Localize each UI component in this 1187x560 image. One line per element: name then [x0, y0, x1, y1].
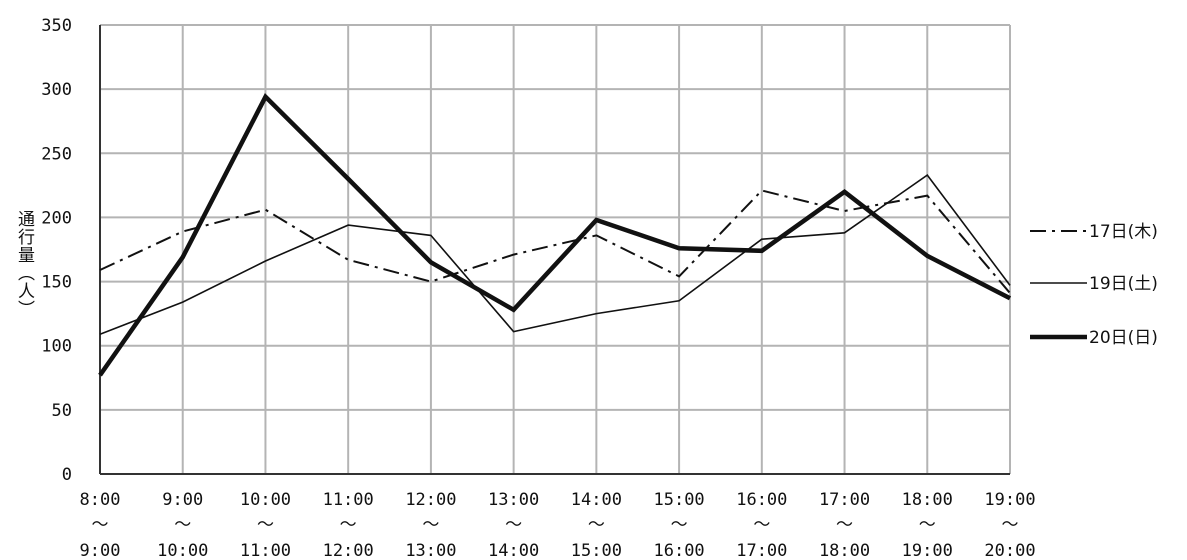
x-tick-label-to: 11:00	[240, 541, 291, 560]
x-tick-range-mark: ～	[588, 515, 605, 535]
x-tick-label-to: 15:00	[571, 541, 622, 560]
y-tick-label: 300	[41, 80, 72, 100]
series-line-1	[99, 189, 1011, 294]
y-tick-label: 150	[41, 273, 72, 293]
y-tick-label: 250	[41, 144, 72, 164]
y-tick-label: 0	[62, 465, 72, 485]
x-tick-label-to: 9:00	[80, 541, 121, 560]
y-tick-label: 50	[52, 401, 72, 421]
x-tick-range-mark: ～	[505, 515, 522, 535]
x-tick-label-to: 17:00	[736, 541, 787, 560]
y-tick-label: 100	[41, 337, 72, 357]
x-tick-label-from: 15:00	[653, 490, 704, 510]
x-tick-label-from: 19:00	[984, 490, 1035, 510]
legend-label-1: 17日(木)	[1089, 222, 1158, 242]
x-tick-range-mark: ～	[422, 515, 439, 535]
x-tick-range-mark: ～	[836, 515, 853, 535]
chart-legend: 17日(木) 19日(土) 20日(日)	[1030, 222, 1158, 348]
y-axis-ticks: 0 50 100 150 200 250 300 350	[41, 16, 72, 485]
x-tick-range-mark: ～	[174, 515, 191, 535]
x-tick-label-from: 17:00	[819, 490, 870, 510]
x-tick-label-from: 13:00	[488, 490, 539, 510]
x-tick-label-from: 18:00	[902, 490, 953, 510]
x-axis-ticks: 8:00 ～ 9:00 9:00 ～ 10:00 10:00 ～ 11:00 11:00 ～ 12:0…	[80, 490, 1036, 560]
x-tick-label-from: 12:00	[405, 490, 456, 510]
x-tick-range-mark: ～	[671, 515, 688, 535]
series-line-3	[98, 93, 1012, 377]
x-tick-range-mark: ～	[919, 515, 936, 535]
x-tick-range-mark: ～	[340, 515, 357, 535]
y-axis-label: 通行量（人）	[14, 210, 35, 318]
x-tick-label-from: 8:00	[80, 490, 121, 510]
x-tick-label-from: 10:00	[240, 490, 291, 510]
x-tick-label-to: 13:00	[405, 541, 456, 560]
x-tick-label-to: 19:00	[902, 541, 953, 560]
x-tick-label-to: 10:00	[157, 541, 208, 560]
x-tick-label-from: 11:00	[323, 490, 374, 510]
x-tick-label-from: 16:00	[736, 490, 787, 510]
legend-label-3: 20日(日)	[1089, 328, 1158, 348]
x-tick-range-mark: ～	[92, 515, 109, 535]
x-tick-range-mark: ～	[257, 515, 274, 535]
x-tick-label-from: 14:00	[571, 490, 622, 510]
x-tick-label-to: 20:00	[984, 541, 1035, 560]
x-tick-label-to: 16:00	[653, 541, 704, 560]
x-tick-range-mark: ～	[753, 515, 770, 535]
x-tick-label-to: 18:00	[819, 541, 870, 560]
y-tick-label: 200	[41, 208, 72, 228]
x-tick-label-from: 9:00	[162, 490, 203, 510]
legend-label-2: 19日(土)	[1089, 274, 1158, 294]
chart-series	[98, 93, 1012, 377]
x-tick-label-to: 14:00	[488, 541, 539, 560]
x-tick-label-to: 12:00	[323, 541, 374, 560]
x-tick-range-mark: ～	[1002, 515, 1019, 535]
chart-grid	[99, 24, 1011, 475]
series-line-2	[99, 174, 1011, 335]
y-tick-label: 350	[41, 16, 72, 36]
